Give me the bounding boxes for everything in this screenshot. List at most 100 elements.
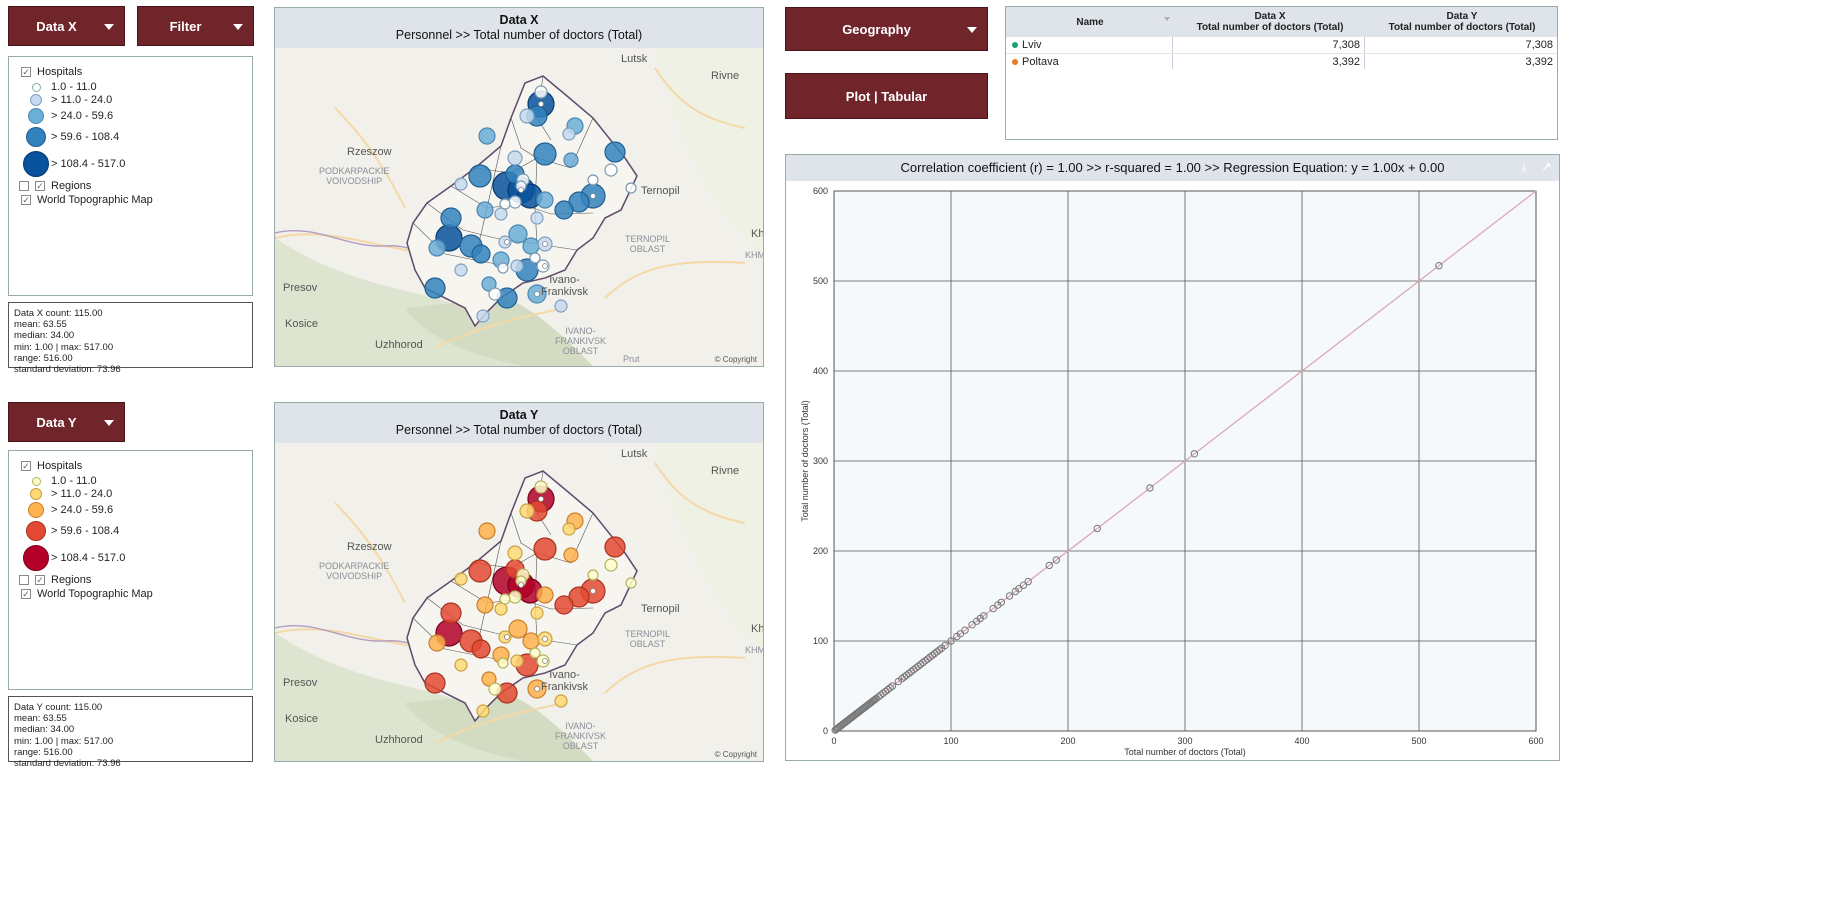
hospital-bubble[interactable] <box>481 671 497 687</box>
scatter-point[interactable] <box>1005 592 1014 600</box>
scatter-point[interactable] <box>989 604 997 613</box>
hospital-bubble[interactable] <box>536 191 554 209</box>
hospital-bubble[interactable] <box>454 658 468 672</box>
scatter-point[interactable] <box>912 664 920 672</box>
scatter-point[interactable] <box>1015 585 1023 593</box>
hospital-bubble[interactable] <box>530 211 544 225</box>
data-y-button[interactable]: Data Y <box>8 402 125 442</box>
scatter-point[interactable] <box>877 691 885 699</box>
scatter-point[interactable] <box>956 630 965 638</box>
scatter-point[interactable] <box>898 675 906 683</box>
hospital-bubble[interactable] <box>587 174 599 186</box>
scatter-point[interactable] <box>881 687 890 696</box>
hospital-bubble[interactable] <box>507 150 523 166</box>
hospital-bubble[interactable] <box>522 237 540 255</box>
hospital-bubble[interactable] <box>428 634 446 652</box>
hospital-bubble[interactable] <box>554 595 574 615</box>
basemap-layer-toggle[interactable]: ✓ World Topographic Map <box>21 588 153 600</box>
hospital-bubble[interactable] <box>510 654 524 668</box>
hospital-bubble[interactable] <box>468 164 492 188</box>
hospital-bubble[interactable] <box>554 200 574 220</box>
hospital-bubble[interactable] <box>533 142 557 166</box>
hospital-bubble[interactable] <box>536 586 554 604</box>
hospitals-layer-toggle[interactable]: ✓ Hospitals <box>21 66 82 78</box>
hospital-bubble[interactable] <box>522 632 540 650</box>
data-x-button[interactable]: Data X <box>8 6 125 46</box>
hospital-bubble[interactable] <box>476 201 494 219</box>
scatter-point[interactable] <box>997 598 1006 606</box>
scatter-point[interactable] <box>909 666 918 674</box>
hospital-bubble[interactable] <box>476 309 490 323</box>
hospital-bubble[interactable] <box>563 152 579 168</box>
scatter-point[interactable] <box>980 612 988 620</box>
scatter-point[interactable] <box>872 694 880 703</box>
filter-button[interactable]: Filter <box>137 6 254 46</box>
scatter-plot[interactable]: 0 100 200 300 400 500 600 0 100 200 300 400 500 600 To… <box>786 181 1559 760</box>
scatter-point[interactable] <box>905 669 913 678</box>
hospital-bubble[interactable] <box>533 537 557 561</box>
regions-layer-toggle[interactable]: ✓ Regions <box>19 574 91 586</box>
scatter-point[interactable] <box>935 646 944 654</box>
scatter-point[interactable] <box>919 658 927 667</box>
scatter-point[interactable] <box>1093 524 1101 533</box>
hospital-bubble[interactable] <box>440 207 462 229</box>
hospital-bubble[interactable] <box>563 547 579 563</box>
hospital-bubble[interactable] <box>529 252 541 264</box>
hospital-bubble[interactable] <box>481 276 497 292</box>
hospital-bubble[interactable] <box>530 606 544 620</box>
hospital-bubble[interactable] <box>507 545 523 561</box>
hospital-bubble[interactable] <box>424 672 446 694</box>
hospital-bubble[interactable] <box>424 277 446 299</box>
hospital-bubble[interactable] <box>587 569 599 581</box>
hospital-bubble[interactable] <box>476 704 490 718</box>
hospital-bubble[interactable] <box>519 503 535 519</box>
sort-icon[interactable] <box>1164 17 1170 21</box>
scatter-point[interactable] <box>921 657 929 665</box>
scatter-point[interactable] <box>916 660 925 669</box>
scatter-point[interactable] <box>884 685 892 694</box>
scatter-point[interactable] <box>1190 450 1199 458</box>
scatter-point[interactable] <box>928 651 936 660</box>
hospital-bubble[interactable] <box>510 259 524 273</box>
hospital-bubble[interactable] <box>562 522 576 536</box>
hospital-bubble[interactable] <box>508 224 528 244</box>
map-y[interactable]: Data Y Personnel >> Total number of doct… <box>274 402 764 762</box>
plot-tabular-button[interactable]: Plot | Tabular <box>785 73 988 119</box>
scatter-point[interactable] <box>933 648 941 656</box>
scatter-point[interactable] <box>968 621 976 629</box>
hospital-bubble[interactable] <box>604 536 626 558</box>
scatter-point[interactable] <box>886 684 894 692</box>
map-x-canvas[interactable] <box>275 8 764 367</box>
scatter-point[interactable] <box>1045 561 1053 570</box>
regions-layer-toggle[interactable]: ✓ Regions <box>19 180 91 192</box>
hospital-bubble[interactable] <box>625 577 637 589</box>
column-header-data-x[interactable]: Data X Total number of doctors (Total) <box>1174 7 1366 37</box>
scatter-point[interactable] <box>1024 577 1032 586</box>
scatter-point[interactable] <box>879 689 887 697</box>
hospital-bubble[interactable] <box>497 262 509 274</box>
hospital-bubble[interactable] <box>454 572 468 586</box>
hospital-bubble[interactable] <box>476 596 494 614</box>
basemap-layer-toggle[interactable]: ✓ World Topographic Map <box>21 194 153 206</box>
hospital-bubble[interactable] <box>488 287 502 301</box>
hospital-bubble[interactable] <box>478 522 496 540</box>
hospital-bubble[interactable] <box>604 163 618 177</box>
scatter-point[interactable] <box>1435 262 1443 270</box>
map-y-canvas[interactable] <box>275 403 764 762</box>
checkbox-checked-icon[interactable]: ✓ <box>35 180 45 191</box>
scatter-point[interactable] <box>902 671 911 679</box>
scatter-point[interactable] <box>947 637 955 645</box>
hospital-bubble[interactable] <box>478 127 496 145</box>
hospitals-layer-toggle[interactable]: ✓ Hospitals <box>21 460 82 472</box>
hospital-bubble[interactable] <box>604 558 618 572</box>
hospital-bubble[interactable] <box>471 639 491 659</box>
hospital-bubble[interactable] <box>508 619 528 639</box>
hospital-bubble[interactable] <box>562 127 576 141</box>
hospital-bubble[interactable] <box>497 657 509 669</box>
scatter-point[interactable] <box>930 649 939 658</box>
hospital-bubble[interactable] <box>468 559 492 583</box>
expand-icon[interactable]: ↗ <box>1541 159 1552 174</box>
checkbox-empty-icon[interactable] <box>19 181 29 191</box>
scatter-point[interactable] <box>1019 581 1028 589</box>
scatter-point[interactable] <box>907 667 915 676</box>
